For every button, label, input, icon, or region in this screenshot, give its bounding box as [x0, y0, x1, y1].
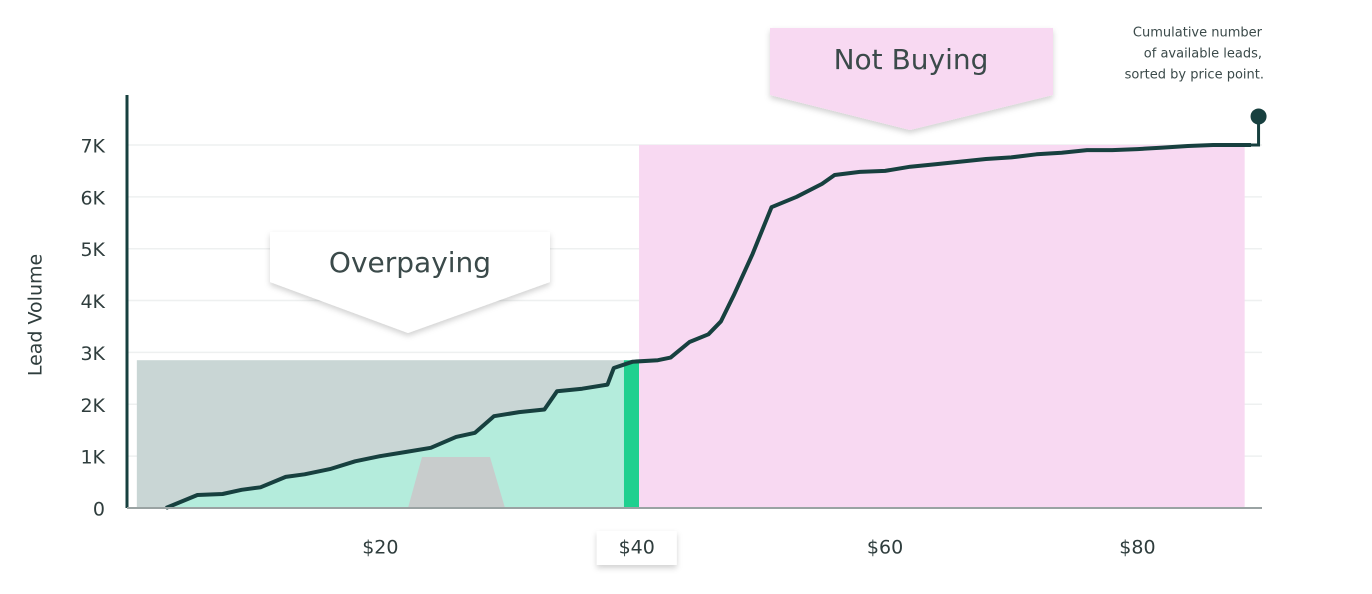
connector: [1250, 116, 1261, 147]
x-tick-label: $20: [362, 537, 398, 559]
annotation: Cumulative number: [1133, 26, 1263, 41]
line: [165, 143, 1251, 510]
band: [639, 144, 1245, 508]
tick-highlight: [596, 531, 677, 565]
y-tick-label: 2K: [80, 395, 105, 417]
callout-shape: [770, 28, 1053, 130]
callout-shape: [270, 232, 550, 333]
x-tick-label: $40: [619, 537, 655, 559]
callout-label: Overpaying: [329, 246, 491, 279]
y-tick-label: 1K: [80, 447, 105, 469]
area-fill: [165, 364, 624, 508]
band: [623, 360, 640, 508]
annotation: of available leads,: [1144, 47, 1262, 62]
y-axis-label: Lead Volume: [25, 254, 47, 376]
y-tick-label: 3K: [80, 343, 105, 365]
y-tick-label: 4K: [80, 291, 105, 313]
tick-highlight-box: [596, 531, 677, 565]
y-tick-label: 7K: [80, 135, 105, 157]
callout-label: Not Buying: [834, 43, 989, 76]
annotation: sorted by price point.: [1125, 68, 1264, 83]
y-tick-label: 0: [93, 499, 105, 521]
x-tick-label: $80: [1119, 537, 1155, 559]
decoration: [408, 457, 505, 508]
overpaying-callout: [270, 232, 550, 333]
y-tick-label: 5K: [80, 239, 105, 261]
end-marker: [1250, 108, 1267, 125]
x-tick-label: $60: [867, 537, 903, 559]
y-tick-label: 6K: [80, 187, 105, 209]
not-buying-callout: [770, 28, 1053, 130]
